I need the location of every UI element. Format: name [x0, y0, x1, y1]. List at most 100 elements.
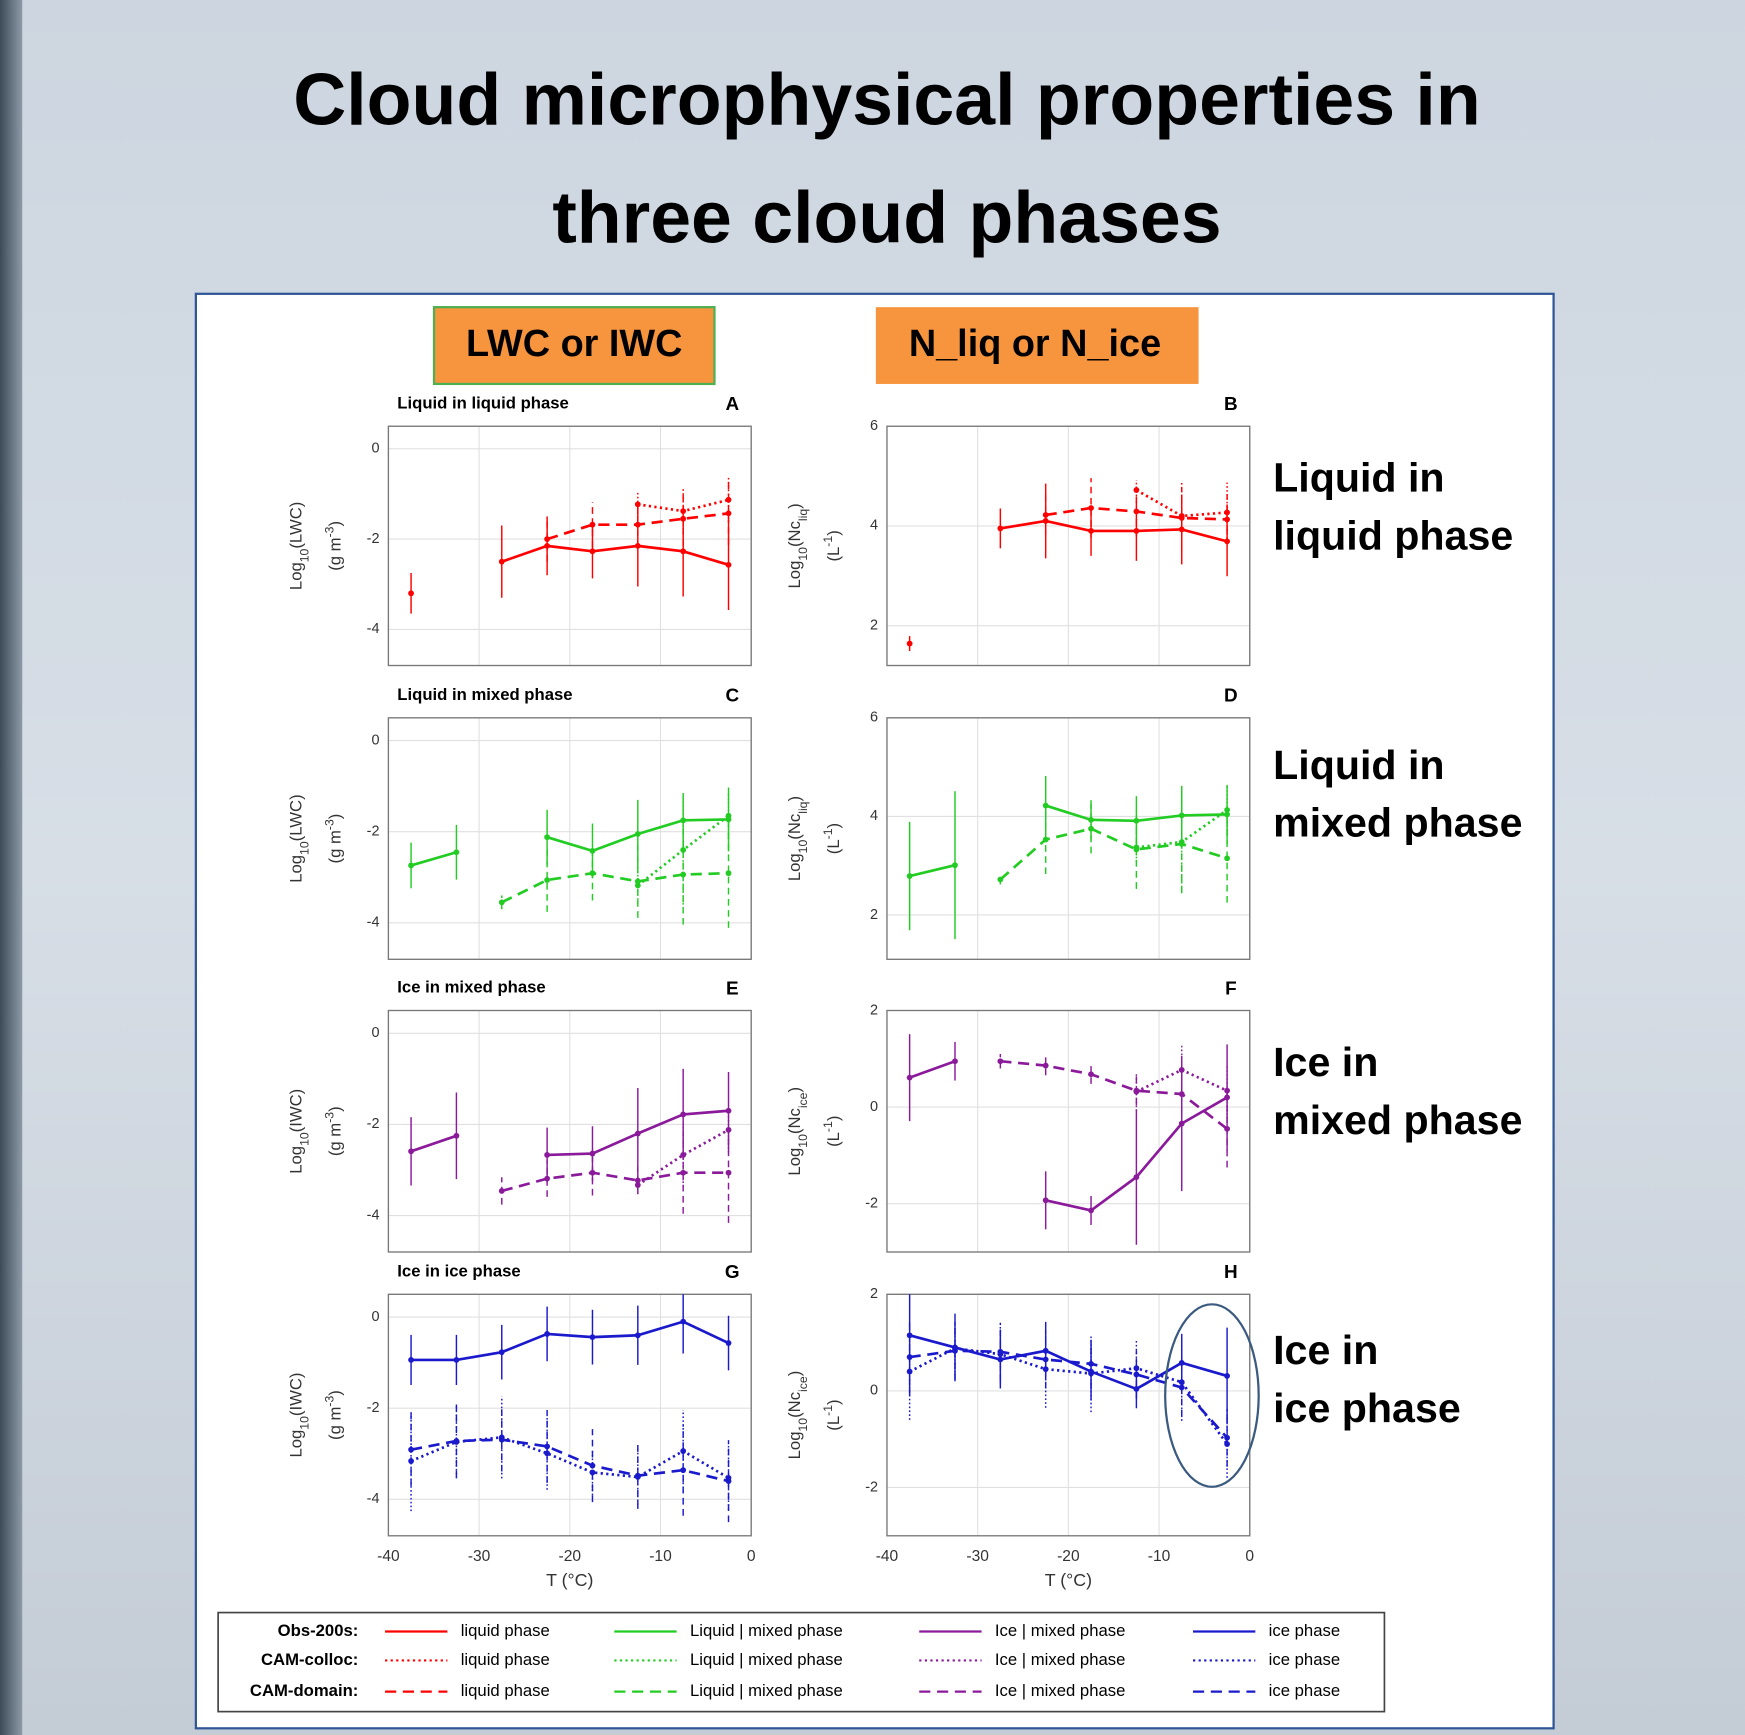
data-point — [680, 1467, 686, 1473]
y-axis-label-part: Log — [785, 1148, 804, 1176]
data-point — [544, 1176, 550, 1182]
y-axis-label-part: liq — [796, 509, 810, 521]
data-point — [1088, 1361, 1094, 1367]
y-tick-label: 2 — [870, 617, 878, 633]
y-tick-label: 2 — [870, 1002, 878, 1018]
data-point — [499, 1349, 505, 1355]
y-axis-label-part: ) — [824, 530, 843, 536]
data-point — [635, 1473, 641, 1479]
data-point — [997, 1349, 1003, 1355]
y-axis-label-part: Log — [785, 1431, 804, 1459]
y-axis-label-part: ) — [785, 796, 804, 802]
data-point — [590, 522, 596, 528]
y-axis-label-part: (LWC) — [287, 502, 306, 549]
row-label: Liquid in — [1273, 455, 1444, 501]
y-tick-label: 0 — [371, 441, 379, 457]
row-label: Liquid in — [1273, 742, 1444, 788]
data-point — [680, 872, 686, 878]
data-point — [544, 1152, 550, 1158]
y-axis-label-part: -3 — [323, 819, 337, 830]
slide-title: three cloud phases — [552, 177, 1221, 259]
slide: Cloud microphysical properties in three … — [0, 0, 1745, 1735]
legend-label: Ice | mixed phase — [995, 1621, 1125, 1640]
data-point — [1088, 505, 1094, 511]
data-point — [952, 862, 958, 868]
data-point — [454, 849, 460, 855]
data-point — [1179, 1385, 1185, 1391]
row-label: Ice in — [1273, 1039, 1378, 1085]
x-tick-label: -10 — [1148, 1548, 1171, 1565]
y-axis-label-part: 10 — [796, 547, 810, 561]
data-point — [1133, 847, 1139, 853]
data-point — [997, 877, 1003, 883]
data-point — [1133, 1088, 1139, 1094]
y-axis-label-part: 10 — [298, 548, 312, 562]
data-point — [1224, 1126, 1230, 1132]
data-point — [1043, 1197, 1049, 1203]
data-point — [590, 1463, 596, 1469]
data-point — [680, 1448, 686, 1454]
data-point — [907, 1075, 913, 1081]
y-axis-label-part: (g m — [326, 1407, 345, 1440]
y-axis-label-part: (g m — [326, 830, 345, 863]
y-axis-label-part: Log — [287, 855, 306, 883]
y-axis-label-part: ice — [796, 1092, 810, 1108]
x-tick-label: -30 — [468, 1548, 491, 1565]
data-point — [635, 522, 641, 528]
y-tick-label: -4 — [367, 1491, 380, 1507]
panel-letter: F — [1225, 978, 1237, 999]
data-point — [907, 873, 913, 879]
data-point — [1224, 1373, 1230, 1379]
data-point — [1043, 512, 1049, 518]
y-tick-label: -2 — [367, 1116, 380, 1132]
legend-label: ice phase — [1269, 1621, 1340, 1640]
x-tick-label: 0 — [1245, 1548, 1254, 1565]
panel-title: Ice in ice phase — [397, 1261, 520, 1280]
legend-label: ice phase — [1269, 1650, 1340, 1669]
data-point — [454, 1438, 460, 1444]
y-axis-label-part: -1 — [821, 536, 835, 547]
y-axis-label-part: ) — [785, 1087, 804, 1093]
data-point — [726, 1478, 732, 1484]
panel-letter: B — [1224, 394, 1238, 415]
y-axis-label-part: (IWC) — [287, 1373, 306, 1417]
panel-title: Liquid in mixed phase — [397, 685, 572, 704]
y-axis-label-part: Log — [287, 562, 306, 590]
data-point — [1088, 1071, 1094, 1077]
y-tick-label: -2 — [367, 824, 380, 840]
data-point — [635, 1178, 641, 1184]
data-point — [499, 1188, 505, 1194]
y-axis-label-part: (LWC) — [287, 794, 306, 841]
data-point — [635, 1332, 641, 1338]
y-tick-label: 4 — [870, 808, 878, 824]
y-axis-label-part: (Nc — [785, 521, 804, 547]
data-point — [544, 834, 550, 840]
data-point — [408, 863, 414, 869]
x-tick-label: -10 — [649, 1548, 672, 1565]
data-point — [635, 1131, 641, 1137]
row-label: mixed phase — [1273, 1097, 1522, 1143]
panel-title: Ice in mixed phase — [397, 978, 545, 997]
y-tick-label: -2 — [367, 1400, 380, 1416]
data-point — [1043, 1063, 1049, 1069]
y-axis-label-part: (L — [824, 1132, 843, 1147]
x-tick-label: 0 — [747, 1548, 756, 1565]
y-axis-label: (L-1) — [821, 530, 843, 561]
y-tick-label: -4 — [367, 1207, 380, 1223]
x-tick-label: -20 — [559, 1548, 582, 1565]
data-point — [726, 510, 732, 516]
y-axis-label-part: (Nc — [785, 1392, 804, 1418]
data-point — [952, 1348, 958, 1354]
y-tick-label: 4 — [870, 518, 878, 534]
panel-title: Liquid in liquid phase — [397, 393, 569, 412]
data-point — [1179, 1091, 1185, 1097]
data-point — [499, 899, 505, 905]
column-header: LWC or IWC — [466, 323, 682, 365]
data-point — [1179, 841, 1185, 847]
data-point — [1043, 837, 1049, 843]
y-axis-label-part: ) — [326, 521, 345, 527]
data-point — [907, 641, 913, 647]
panel-letter: C — [725, 686, 739, 707]
legend-row-label: CAM-colloc: — [261, 1650, 358, 1669]
x-tick-label: -40 — [876, 1548, 899, 1565]
